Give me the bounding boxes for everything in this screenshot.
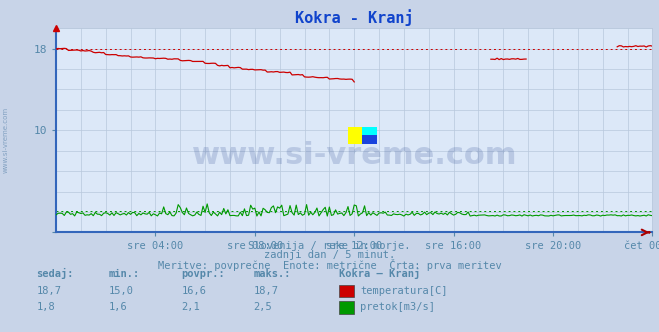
Text: 1,8: 1,8 <box>36 302 55 312</box>
Text: povpr.:: povpr.: <box>181 269 225 279</box>
Text: Meritve: povprečne  Enote: metrične  Črta: prva meritev: Meritve: povprečne Enote: metrične Črta:… <box>158 259 501 271</box>
Text: Slovenija / reke in morje.: Slovenija / reke in morje. <box>248 241 411 251</box>
Text: 15,0: 15,0 <box>109 286 134 296</box>
Text: Kokra – Kranj: Kokra – Kranj <box>339 268 420 279</box>
Text: 2,5: 2,5 <box>254 302 272 312</box>
Bar <box>362 135 377 143</box>
Text: www.si-vreme.com: www.si-vreme.com <box>2 106 9 173</box>
Text: 18,7: 18,7 <box>254 286 279 296</box>
Title: Kokra - Kranj: Kokra - Kranj <box>295 9 414 26</box>
Text: 2,1: 2,1 <box>181 302 200 312</box>
Text: 1,6: 1,6 <box>109 302 127 312</box>
Text: zadnji dan / 5 minut.: zadnji dan / 5 minut. <box>264 250 395 260</box>
Bar <box>362 127 377 143</box>
Text: sedaj:: sedaj: <box>36 268 74 279</box>
Text: 16,6: 16,6 <box>181 286 206 296</box>
Text: min.:: min.: <box>109 269 140 279</box>
Text: maks.:: maks.: <box>254 269 291 279</box>
Text: www.si-vreme.com: www.si-vreme.com <box>192 141 517 170</box>
Text: temperatura[C]: temperatura[C] <box>360 286 448 296</box>
Bar <box>348 127 377 143</box>
Text: pretok[m3/s]: pretok[m3/s] <box>360 302 436 312</box>
Text: 18,7: 18,7 <box>36 286 61 296</box>
